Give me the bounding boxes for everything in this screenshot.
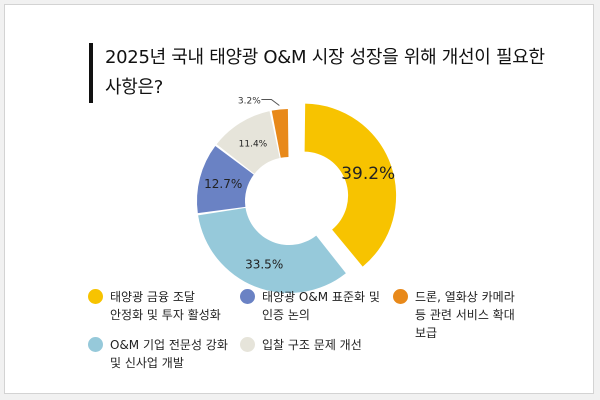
legend-label: 태양광 금융 조달 안정화 및 투자 활성화	[110, 290, 221, 322]
chart-title: 2025년 국내 태양광 O&M 시장 성장을 위해 개선이 필요한 사항은?	[105, 43, 545, 103]
slice-drone	[271, 109, 289, 158]
legend-item-drone: 드론, 열화상 카메라 등 관련 서비스 확대 보급	[393, 288, 515, 342]
value-leader-line-drone	[261, 98, 280, 106]
slice-finance	[304, 103, 397, 267]
chart-title-line-2: 사항은?	[105, 77, 164, 98]
slice-bidding	[216, 111, 280, 174]
legend-swatch	[393, 289, 408, 304]
legend-swatch	[88, 289, 103, 304]
chart-card: 2025년 국내 태양광 O&M 시장 성장을 위해 개선이 필요한 사항은?	[4, 4, 594, 394]
value-label-standardization: 12.7%	[204, 177, 242, 191]
chart-title-line-1: 2025년 국내 태양광 O&M 시장 성장을 위해 개선이 필요한	[105, 47, 545, 68]
legend-label: 입찰 구조 문제 개선	[262, 338, 362, 352]
legend-label: O&M 기업 전문성 강화 및 신사업 개발	[110, 338, 228, 370]
value-label-om-expertise: 33.5%	[245, 258, 283, 272]
slice-standardization	[197, 145, 254, 214]
value-label-bidding: 11.4%	[239, 140, 268, 150]
legend-label: 태양광 O&M 표준화 및 인증 논의	[262, 290, 380, 322]
legend-label: 드론, 열화상 카메라 등 관련 서비스 확대 보급	[415, 290, 515, 340]
legend-swatch	[88, 337, 103, 352]
slice-om-expertise	[198, 207, 346, 293]
legend-item-om-expertise: O&M 기업 전문성 강화 및 신사업 개발	[88, 336, 228, 372]
legend-item-finance: 태양광 금융 조달 안정화 및 투자 활성화	[88, 288, 221, 324]
legend-swatch	[240, 289, 255, 304]
title-accent-bar	[89, 43, 93, 103]
legend-item-standardization: 태양광 O&M 표준화 및 인증 논의	[240, 288, 380, 324]
legend-swatch	[240, 337, 255, 352]
value-label-drone: 3.2%	[238, 96, 261, 106]
value-label-finance: 39.2%	[341, 164, 395, 184]
legend-item-bidding: 입찰 구조 문제 개선	[240, 336, 362, 354]
